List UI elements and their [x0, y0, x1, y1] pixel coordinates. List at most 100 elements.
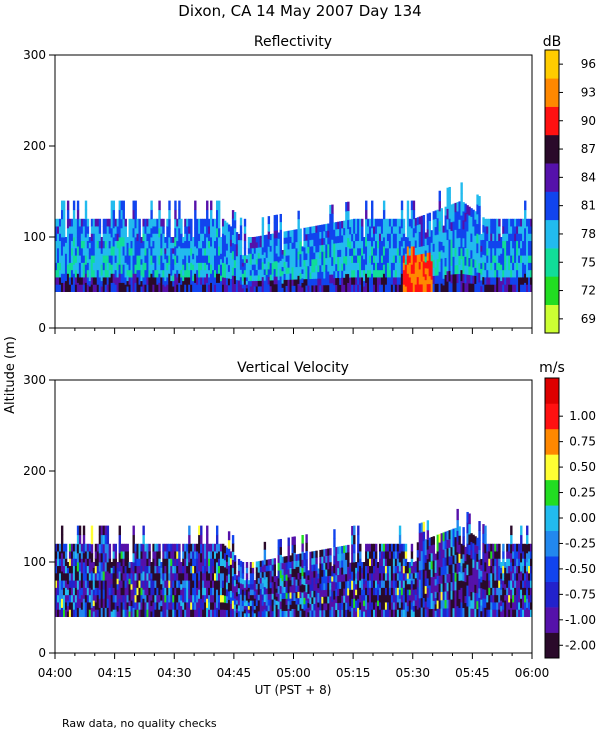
heatmap-cell	[313, 590, 316, 598]
heatmap-cell	[353, 233, 356, 242]
heatmap-cell	[80, 565, 84, 574]
heatmap-cell	[369, 255, 372, 263]
heatmap-cell	[392, 565, 396, 574]
heatmap-cell	[279, 283, 282, 292]
heatmap-cell	[269, 245, 273, 252]
heatmap-cell	[420, 253, 424, 262]
heatmap-cell	[325, 562, 328, 570]
heatmap-cell	[313, 239, 316, 247]
heatmap-cell	[140, 565, 143, 574]
heatmap-cell	[522, 255, 525, 263]
heatmap-cell	[259, 577, 263, 584]
heatmap-cell	[116, 567, 119, 574]
heatmap-cell	[225, 595, 229, 604]
heatmap-cell	[58, 602, 62, 610]
heatmap-cell	[369, 609, 372, 617]
heatmap-cell	[480, 599, 483, 606]
heatmap-cell	[329, 548, 332, 556]
heatmap-cell	[418, 276, 422, 285]
heatmap-cell	[406, 605, 410, 612]
heatmap-cell	[140, 609, 143, 617]
heatmap-cell	[70, 558, 74, 567]
heatmap-cell	[520, 233, 523, 242]
heatmap-cell	[156, 218, 159, 227]
heatmap-cell	[520, 525, 523, 536]
heatmap-cell	[122, 543, 125, 552]
heatmap-cell	[482, 232, 485, 240]
heatmap-cell	[452, 599, 455, 609]
heatmap-cell	[102, 262, 106, 271]
heatmap-cell	[134, 609, 137, 617]
heatmap-cell	[156, 277, 159, 285]
heatmap-cell	[287, 285, 290, 292]
heatmap-cell	[134, 246, 137, 256]
heatmap-cell	[200, 552, 203, 563]
heatmap-cell	[60, 246, 64, 256]
heatmap-cell	[231, 283, 235, 292]
heatmap-cell	[126, 565, 129, 574]
heatmap-cell	[480, 239, 483, 246]
heatmap-cell	[297, 251, 300, 260]
heatmap-cell	[410, 551, 414, 559]
heatmap-cell	[440, 274, 443, 284]
heatmap-cell	[102, 571, 106, 581]
heatmap-cell	[132, 282, 135, 292]
heatmap-cell	[243, 233, 247, 242]
heatmap-cell	[303, 603, 306, 611]
heatmap-cell	[208, 602, 211, 610]
heatmap-cell	[468, 595, 471, 607]
heatmap-cell	[241, 600, 245, 607]
heatmap-cell	[506, 277, 509, 285]
heatmap-cell	[466, 282, 469, 292]
heatmap-cell	[476, 545, 479, 554]
heatmap-cell	[416, 239, 420, 248]
heatmap-cell	[506, 572, 509, 581]
heatmap-cell	[146, 558, 149, 567]
heatmap-cell	[60, 571, 64, 581]
heatmap-cell	[367, 587, 370, 596]
heatmap-cell	[231, 592, 235, 601]
heatmap-cell	[283, 255, 286, 262]
heatmap-cell	[150, 583, 153, 590]
heatmap-cell	[365, 551, 368, 559]
heatmap-cell	[90, 269, 94, 278]
heatmap-cell	[365, 565, 368, 574]
heatmap-cell	[259, 594, 263, 601]
heatmap-cell	[426, 568, 430, 579]
heatmap-cell	[72, 587, 76, 596]
heatmap-cell	[96, 609, 100, 617]
heatmap-cell	[269, 582, 273, 589]
heatmap-cell	[106, 284, 110, 292]
heatmap-cell	[231, 275, 235, 284]
heatmap-cell	[321, 258, 324, 266]
heatmap-cell	[418, 269, 422, 277]
heatmap-cell	[518, 543, 521, 552]
heatmap-cell	[444, 608, 447, 617]
heatmap-cell	[528, 558, 531, 567]
heatmap-cell	[229, 258, 233, 266]
heatmap-cell	[86, 262, 90, 271]
heatmap-cell	[325, 609, 328, 617]
heatmap-cell	[331, 596, 334, 602]
heatmap-cell	[522, 277, 525, 285]
heatmap-cell	[337, 228, 340, 237]
heatmap-cell	[110, 611, 114, 617]
heatmap-cell	[241, 562, 245, 568]
colorbar-swatch	[545, 403, 559, 430]
heatmap-cell	[116, 226, 119, 234]
heatmap-cell	[100, 280, 104, 287]
heatmap-cell	[301, 534, 304, 544]
heatmap-cell	[229, 232, 233, 240]
heatmap-cell	[454, 536, 457, 547]
heatmap-cell	[400, 218, 404, 229]
heatmap-cell	[430, 285, 434, 292]
heatmap-cell	[122, 200, 125, 211]
heatmap-cell	[353, 534, 356, 545]
heatmap-cell	[311, 245, 314, 253]
heatmap-cell	[468, 266, 471, 276]
heatmap-cell	[251, 605, 255, 612]
heatmap-cell	[263, 257, 267, 264]
heatmap-cell	[404, 572, 408, 581]
heatmap-cell	[84, 273, 88, 283]
heatmap-cell	[124, 594, 127, 603]
